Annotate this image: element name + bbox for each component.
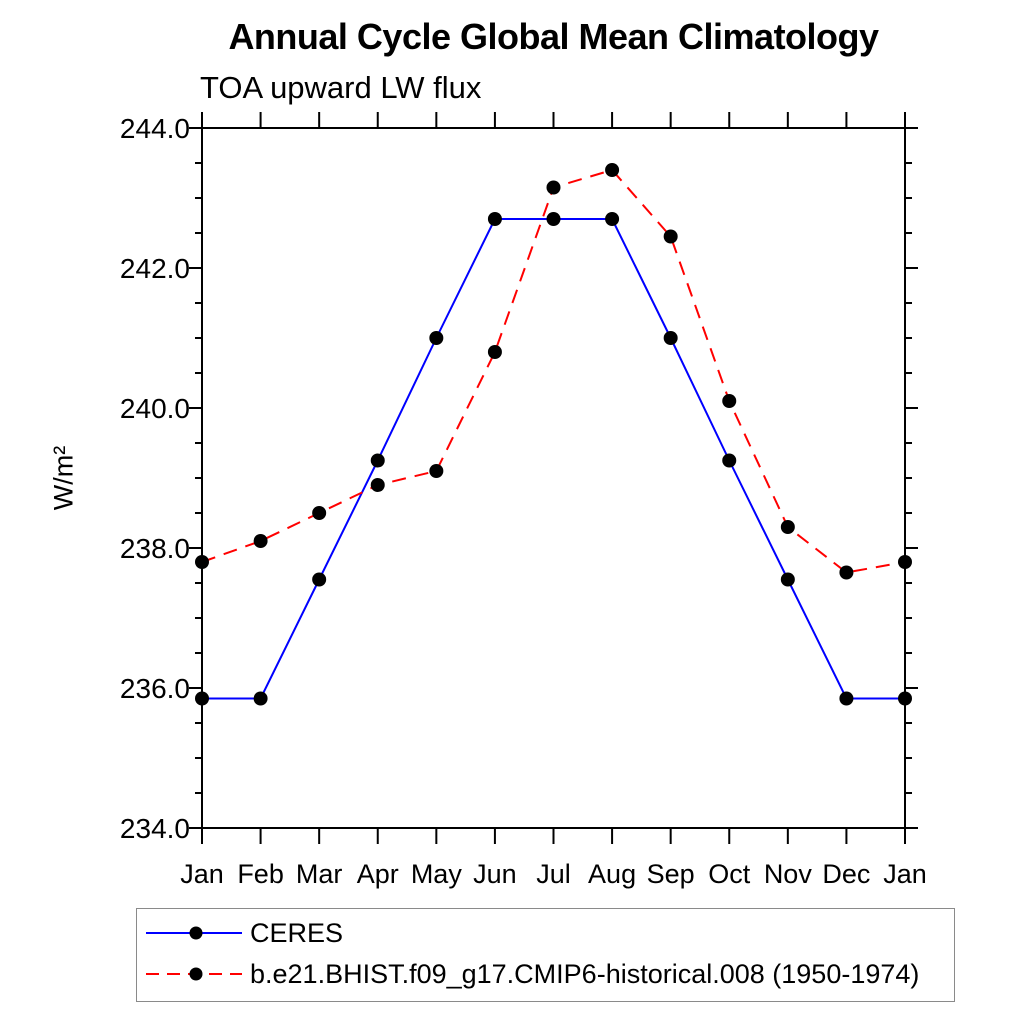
- series-markers-1: [195, 163, 912, 580]
- x-tick-label: Jan: [180, 859, 224, 889]
- series-line-1: [201, 168, 906, 574]
- x-tick-label: Mar: [296, 859, 343, 889]
- plot-frame: [201, 127, 906, 829]
- chart-title: Annual Cycle Global Mean Climatology: [228, 16, 879, 57]
- x-axis-tick-labels: Jan Feb Mar Apr May Jun Jul Aug Sep Oct Nov Dec Jan: [180, 859, 927, 889]
- x-tick-label: Apr: [357, 859, 399, 889]
- x-tick-label: Sep: [647, 859, 695, 889]
- legend-marker-model-icon: [189, 967, 203, 981]
- legend-item-ceres: CERES: [144, 919, 343, 947]
- x-tick-label: Oct: [708, 859, 751, 889]
- y-tick-label: 244.0: [120, 113, 190, 144]
- legend-line-model-icon: [146, 967, 242, 981]
- y-axis-label: W/m²: [48, 445, 79, 511]
- x-tick-label: Nov: [764, 859, 813, 889]
- y-axis-tick-labels: 234.0 236.0 238.0 240.0 242.0 244.0: [120, 113, 190, 844]
- y-tick-label: 242.0: [120, 253, 190, 284]
- x-tick-label: Feb: [237, 859, 284, 889]
- series-line-0: [202, 218, 905, 700]
- x-tick-label: May: [411, 859, 463, 889]
- legend-marker-ceres-icon: [189, 926, 203, 940]
- x-tick-label: Jan: [883, 859, 927, 889]
- legend-item-model: b.e21.BHIST.f09_g17.CMIP6-historical.008…: [144, 960, 919, 988]
- x-tick-label: Jul: [536, 859, 571, 889]
- x-axis-ticks: [201, 112, 906, 844]
- y-tick-label: 238.0: [120, 533, 190, 564]
- y-tick-label: 240.0: [120, 393, 190, 424]
- y-tick-label: 236.0: [120, 673, 190, 704]
- series-markers-0: [195, 212, 912, 706]
- y-axis-major-ticks: [189, 127, 918, 829]
- y-tick-label: 234.0: [120, 813, 190, 844]
- x-tick-label: Jun: [473, 859, 517, 889]
- x-tick-label: Dec: [822, 859, 870, 889]
- legend-label-model: b.e21.BHIST.f09_g17.CMIP6-historical.008…: [250, 959, 920, 989]
- legend-label-ceres: CERES: [250, 918, 344, 948]
- y-axis-minor-ticks: [195, 162, 912, 794]
- x-tick-label: Aug: [588, 859, 636, 889]
- legend: CERES b.e21.BHIST.f09_g17.CMIP6-historic…: [136, 908, 955, 1002]
- chart-subtitle: TOA upward LW flux: [200, 70, 482, 105]
- legend-line-ceres-icon: [146, 926, 242, 940]
